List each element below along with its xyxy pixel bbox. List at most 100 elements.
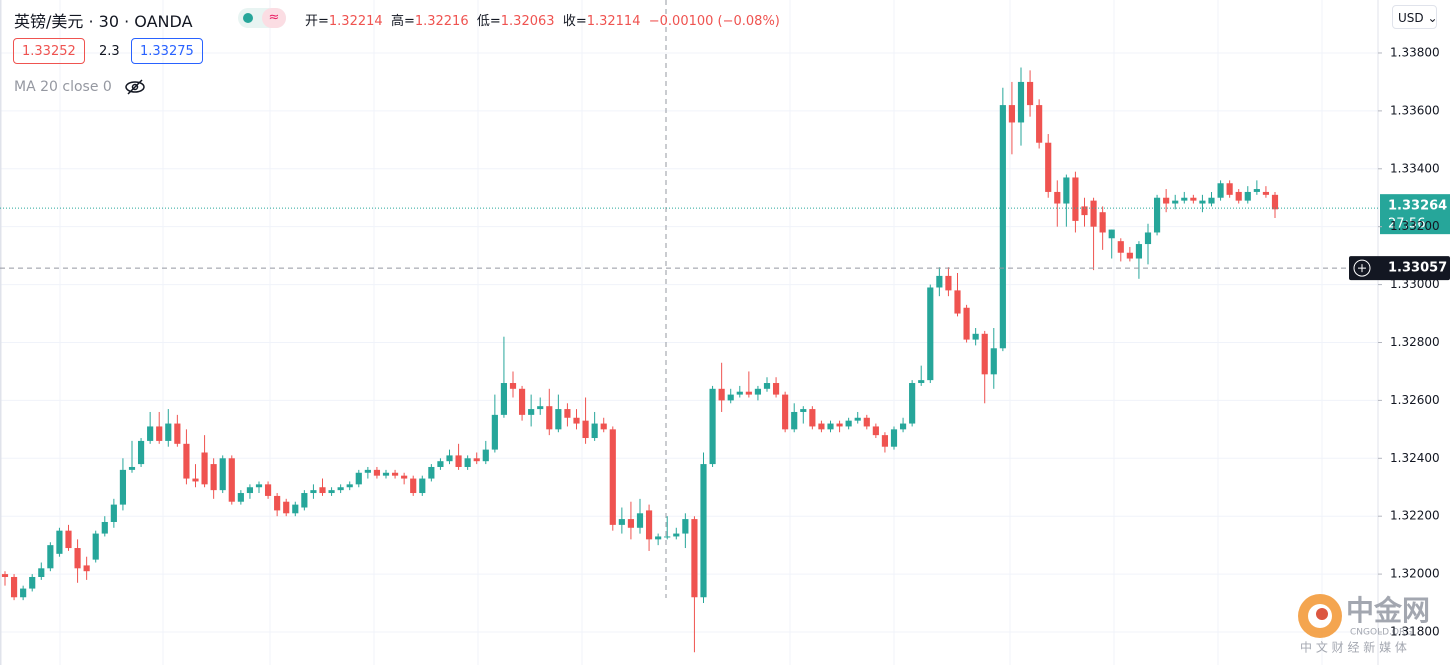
candle-body [491, 414, 498, 450]
ask-button[interactable]: 1.33275 [131, 38, 203, 64]
bid-button[interactable]: 1.33252 [13, 38, 85, 64]
candle-body [1244, 191, 1251, 201]
candle-body [373, 469, 381, 476]
candle-body [237, 493, 244, 502]
candle-body [618, 519, 625, 525]
high-value: 1.32216 [414, 14, 469, 29]
low-label: 低= [476, 14, 501, 29]
candle-body [573, 417, 580, 424]
watermark: 中金网 CNGOLD.ORG 中 文 财 经 新 媒 体 [1298, 594, 1430, 655]
candle-body [745, 391, 752, 395]
hide-indicator-icon[interactable] [124, 77, 146, 97]
candle-body [1208, 197, 1215, 204]
watermark-name: 中金网 [1346, 594, 1430, 627]
candle-body [446, 455, 453, 462]
candle-body [509, 383, 517, 389]
y-tick-label: 1.32800 [1390, 335, 1440, 349]
y-tick-label: 1.32200 [1390, 509, 1440, 523]
candle-body [1217, 183, 1224, 198]
symbol: 英镑/美元 [14, 12, 84, 31]
candle-body [110, 504, 117, 522]
close-value: 1.32114 [586, 14, 641, 29]
candle-body [219, 458, 226, 491]
candle-body [827, 423, 834, 430]
source: OANDA [134, 12, 193, 31]
candle-body [274, 495, 281, 511]
candle-body [645, 510, 653, 540]
candle-body [691, 519, 698, 598]
open-label: 开= [305, 14, 329, 29]
candle-body [1, 574, 9, 577]
candle-body [473, 458, 480, 462]
candle-body [264, 484, 272, 496]
candle-body [228, 458, 235, 502]
candle-body [954, 290, 961, 314]
candle-body [809, 409, 816, 427]
candle-body [1099, 212, 1106, 233]
candle-body [346, 484, 353, 488]
candle-body [147, 426, 154, 441]
candle-body [899, 423, 907, 430]
change-pct: (−0.08%) [717, 14, 780, 29]
candle-body [918, 380, 925, 384]
candle-body [410, 478, 417, 494]
candle-body [791, 411, 798, 430]
y-tick-label: 1.33200 [1390, 219, 1440, 233]
candle-body [546, 406, 553, 430]
candle-body [800, 409, 807, 412]
candle-body [428, 466, 435, 479]
candle-body [1253, 189, 1260, 192]
overlay: 1.33264 27:56 1.33057 [0, 194, 1450, 281]
candle-body [972, 333, 979, 340]
crosshair-price-label: 1.33057 [1388, 261, 1447, 276]
candle-body [328, 490, 335, 494]
symbol-title: 英镑/美元 · 30 · OANDA [14, 12, 193, 31]
candle-body [1226, 183, 1233, 195]
candle-body [382, 472, 390, 476]
change: −0.00100 [648, 14, 714, 29]
currency-selector[interactable]: USD ⌄ [1392, 5, 1438, 29]
y-tick-label: 1.33400 [1390, 161, 1440, 175]
candle-body [482, 449, 489, 462]
candle-body [999, 105, 1006, 349]
watermark-site: CNGOLD.ORG [1350, 628, 1412, 638]
candle-body [564, 409, 571, 418]
watermark-slogan: 中 文 财 经 新 媒 体 [1300, 640, 1407, 655]
y-tick-label: 1.33000 [1390, 277, 1440, 291]
candle-body [319, 487, 326, 494]
candle-body [210, 464, 217, 491]
candle-body [609, 429, 616, 525]
candle-body [963, 307, 970, 340]
candle-body [310, 490, 317, 494]
candle-body [355, 472, 362, 485]
candle-body [10, 576, 18, 598]
candle-body [582, 420, 589, 439]
candle-body [1090, 200, 1097, 227]
y-tick-label: 1.32000 [1390, 567, 1440, 581]
candle-body [754, 388, 762, 395]
candle-body [1008, 105, 1016, 123]
candle-body [727, 394, 734, 401]
candle-body [518, 388, 526, 415]
candle-body [101, 521, 108, 534]
candle-body [818, 423, 825, 430]
candle-body [56, 530, 63, 554]
candle-body [437, 461, 444, 467]
candle-body [65, 530, 72, 549]
close-label: 收= [562, 14, 587, 29]
y-tick-label: 1.32600 [1390, 393, 1440, 407]
candle-body [872, 426, 879, 436]
candle-body [981, 333, 988, 375]
candle-body [137, 440, 145, 465]
indicator: MA 20 close 0 [14, 79, 112, 95]
candle-body [174, 423, 181, 444]
candle-body [1063, 177, 1070, 204]
candle-body [881, 435, 889, 447]
candle-body [854, 417, 861, 421]
candle-body [500, 383, 508, 415]
candle-body [1172, 200, 1179, 204]
status-badge[interactable]: ≈ [238, 8, 286, 28]
candle-body [192, 478, 199, 482]
y-tick-label: 1.32400 [1390, 451, 1440, 465]
